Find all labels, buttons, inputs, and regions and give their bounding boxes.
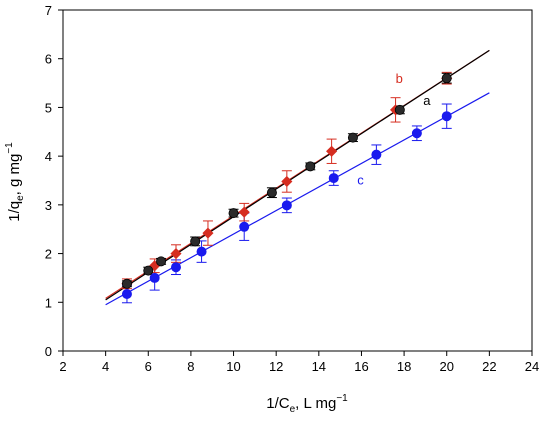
fit-line-a <box>105 49 490 301</box>
point-a-6 <box>305 161 316 172</box>
point-a-4 <box>228 208 239 219</box>
fit-line-c <box>105 92 490 306</box>
point-a-2 <box>156 256 167 267</box>
x-tick-label: 16 <box>354 359 368 374</box>
point-a-0 <box>121 278 132 289</box>
point-b-4 <box>238 206 250 218</box>
x-tick-label: 20 <box>439 359 453 374</box>
point-c-4 <box>239 221 250 232</box>
point-c-1 <box>149 272 160 283</box>
y-tick-label: 6 <box>45 52 52 67</box>
point-c-2 <box>170 262 181 273</box>
x-tick-label: 10 <box>226 359 240 374</box>
point-a-7 <box>347 132 358 143</box>
y-tick-label: 0 <box>45 344 52 359</box>
x-tick-label: 4 <box>102 359 109 374</box>
y-tick-label: 3 <box>45 198 52 213</box>
point-c-5 <box>281 200 292 211</box>
x-axis-title: 1/Ce, L mg−1 <box>266 393 348 415</box>
data-markers <box>121 72 453 300</box>
point-c-0 <box>121 289 132 300</box>
point-c-6 <box>328 173 339 184</box>
y-tick-label: 2 <box>45 247 52 262</box>
y-tick-label: 5 <box>45 100 52 115</box>
x-tick-label: 24 <box>525 359 539 374</box>
point-b-2 <box>170 248 182 260</box>
x-tick-label: 18 <box>397 359 411 374</box>
point-a-9 <box>441 73 452 84</box>
series-label-c: c <box>357 172 364 187</box>
x-tick-label: 8 <box>187 359 194 374</box>
point-a-1 <box>143 265 154 276</box>
point-c-8 <box>411 128 422 139</box>
point-a-8 <box>394 104 405 115</box>
point-b-5 <box>281 175 293 188</box>
series-label-b: b <box>396 71 403 86</box>
fit-lines <box>105 49 490 306</box>
point-c-9 <box>441 111 452 122</box>
series-labels: a b c <box>357 71 431 187</box>
point-b-3 <box>202 227 214 239</box>
x-tick-label: 22 <box>482 359 496 374</box>
y-axis-title: 1/qe, g mg−1 <box>4 142 26 222</box>
x-tick-label: 14 <box>312 359 326 374</box>
y-tick-label: 4 <box>45 149 52 164</box>
point-c-3 <box>196 246 207 257</box>
y-tick-label: 7 <box>45 3 52 18</box>
point-c-7 <box>371 149 382 160</box>
x-tick-label: 6 <box>145 359 152 374</box>
y-tick-label: 1 <box>45 295 52 310</box>
point-a-5 <box>266 187 277 198</box>
x-tick-label: 12 <box>269 359 283 374</box>
point-a-3 <box>190 236 201 247</box>
series-label-a: a <box>423 93 431 108</box>
x-tick-label: 2 <box>59 359 66 374</box>
point-b-6 <box>326 145 338 157</box>
plot-frame <box>62 9 533 352</box>
